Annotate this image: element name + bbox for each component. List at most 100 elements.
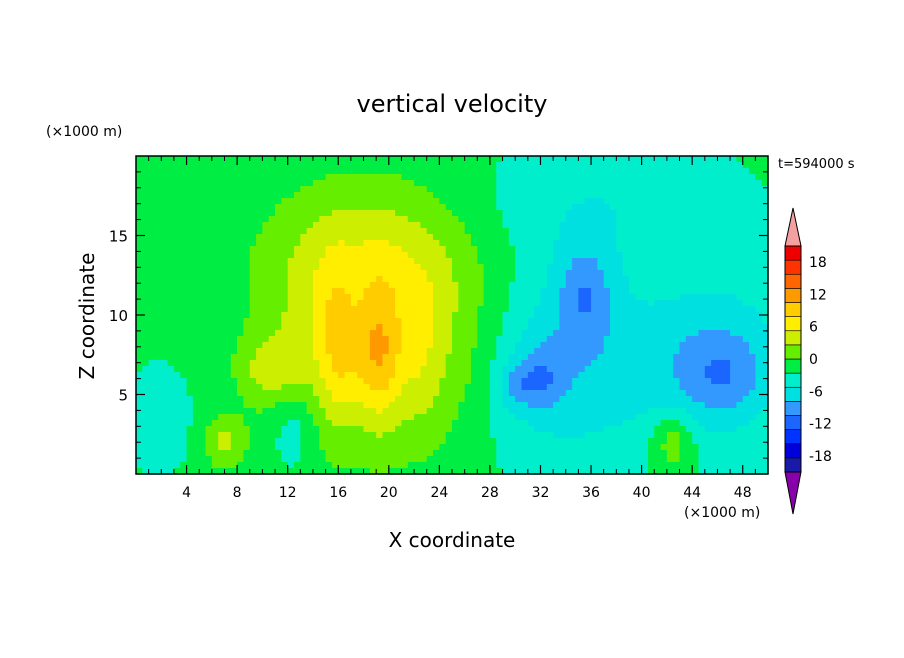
heatmap-cell	[439, 240, 447, 247]
heatmap-cell	[641, 330, 649, 337]
heatmap-cell	[736, 420, 744, 427]
heatmap-cell	[515, 366, 523, 373]
heatmap-cell	[464, 246, 472, 253]
heatmap-cell	[749, 396, 756, 403]
heatmap-cell	[698, 264, 706, 271]
heatmap-cell	[230, 348, 238, 355]
heatmap-cell	[723, 378, 731, 385]
heatmap-cell	[578, 396, 586, 403]
heatmap-cell	[572, 336, 579, 343]
heatmap-cell	[540, 312, 548, 319]
heatmap-cell	[230, 432, 238, 439]
heatmap-cell	[527, 282, 535, 289]
heatmap-cell	[230, 324, 238, 331]
heatmap-cell	[426, 300, 434, 307]
heatmap-cell	[749, 192, 756, 199]
heatmap-cell	[281, 438, 289, 445]
heatmap-cell	[218, 174, 226, 181]
heatmap-cell	[237, 234, 245, 241]
heatmap-cell	[483, 288, 491, 295]
heatmap-cell	[136, 228, 143, 235]
heatmap-cell	[331, 408, 339, 415]
heatmap-cell	[628, 282, 636, 289]
heatmap-cell	[711, 414, 719, 421]
heatmap-cell	[572, 414, 579, 421]
heatmap-cell	[344, 402, 352, 409]
heatmap-cell	[616, 168, 624, 175]
heatmap-cell	[647, 282, 655, 289]
heatmap-cell	[622, 444, 630, 451]
heatmap-cell	[382, 222, 390, 229]
heatmap-cell	[736, 396, 744, 403]
heatmap-cell	[749, 306, 756, 313]
heatmap-cell	[597, 360, 605, 367]
heatmap-cell	[742, 186, 750, 193]
heatmap-cell	[704, 306, 712, 313]
heatmap-cell	[199, 402, 207, 409]
heatmap-cell	[698, 318, 706, 325]
heatmap-cell	[382, 234, 390, 241]
heatmap-cell	[445, 414, 453, 421]
heatmap-cell	[723, 324, 731, 331]
heatmap-cell	[433, 234, 440, 241]
heatmap-cell	[572, 276, 579, 283]
heatmap-cell	[243, 372, 251, 379]
heatmap-cell	[628, 318, 636, 325]
heatmap-cell	[692, 240, 700, 247]
heatmap-cell	[622, 336, 630, 343]
heatmap-cell	[306, 252, 314, 259]
heatmap-cell	[363, 366, 371, 373]
heatmap-cell	[559, 372, 567, 379]
heatmap-cell	[243, 324, 251, 331]
heatmap-cell	[439, 414, 447, 421]
heatmap-cell	[578, 438, 586, 445]
heatmap-cell	[572, 426, 579, 433]
heatmap-cell	[218, 276, 226, 283]
heatmap-cell	[540, 366, 548, 373]
heatmap-cell	[161, 288, 169, 295]
heatmap-cell	[300, 348, 308, 355]
heatmap-cell	[546, 288, 554, 295]
heatmap-cell	[730, 180, 737, 187]
heatmap-cell	[357, 348, 365, 355]
heatmap-cell	[249, 210, 257, 217]
heatmap-cell	[470, 192, 478, 199]
heatmap-cell	[647, 420, 655, 427]
heatmap-cell	[647, 240, 655, 247]
heatmap-cell	[521, 276, 529, 283]
heatmap-cell	[338, 270, 346, 277]
heatmap-cell	[142, 426, 150, 433]
heatmap-cell	[369, 288, 377, 295]
heatmap-cell	[369, 300, 377, 307]
heatmap-cell	[755, 396, 763, 403]
heatmap-cell	[186, 270, 194, 277]
heatmap-cell	[205, 264, 213, 271]
heatmap-cell	[136, 180, 143, 187]
heatmap-cell	[167, 300, 175, 307]
heatmap-cell	[205, 300, 213, 307]
heatmap-cell	[218, 180, 226, 187]
heatmap-cell	[281, 420, 289, 427]
heatmap-cell	[382, 318, 390, 325]
heatmap-cell	[249, 198, 257, 205]
heatmap-cell	[388, 180, 396, 187]
heatmap-cell	[546, 396, 554, 403]
heatmap-cell	[603, 342, 611, 349]
heatmap-cell	[477, 342, 485, 349]
heatmap-cell	[546, 300, 554, 307]
heatmap-cell	[136, 348, 143, 355]
heatmap-cell	[527, 450, 535, 457]
heatmap-cell	[325, 276, 333, 283]
heatmap-cell	[527, 276, 535, 283]
heatmap-cell	[692, 264, 700, 271]
heatmap-cell	[426, 414, 434, 421]
heatmap-cell	[540, 396, 548, 403]
heatmap-cell	[685, 300, 693, 307]
heatmap-cell	[635, 348, 643, 355]
heatmap-cell	[407, 216, 415, 223]
heatmap-cell	[433, 390, 440, 397]
heatmap-cell	[338, 402, 346, 409]
heatmap-cell	[730, 354, 737, 361]
heatmap-cell	[508, 246, 516, 253]
heatmap-cell	[673, 162, 681, 169]
